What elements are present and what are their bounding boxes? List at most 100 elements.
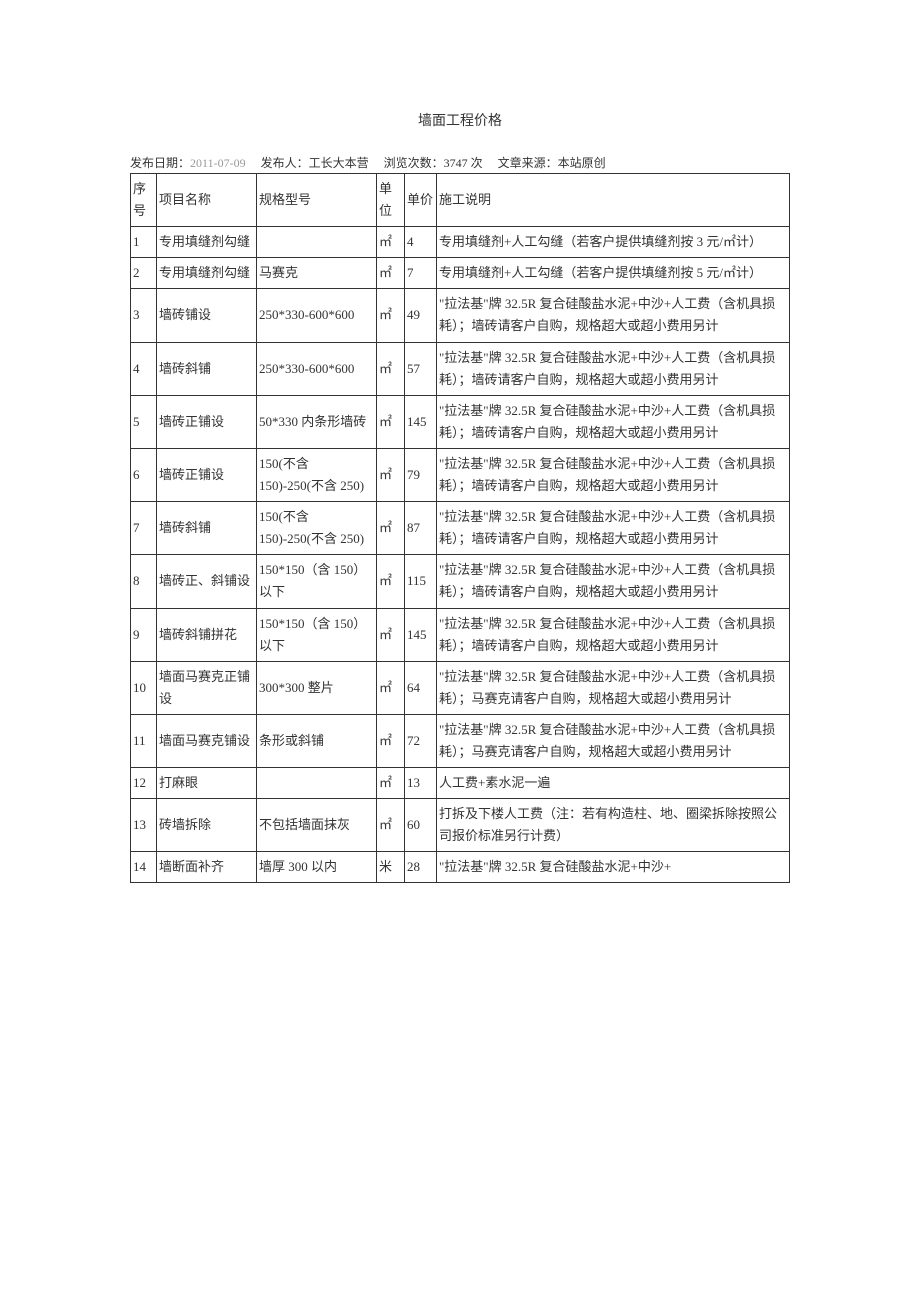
cell-seq: 13 (131, 799, 157, 852)
cell-seq: 12 (131, 768, 157, 799)
cell-unit: ㎡ (377, 502, 405, 555)
table-row: 14墙断面补齐墙厚 300 以内米28"拉法基"牌 32.5R 复合硅酸盐水泥+… (131, 852, 790, 883)
cell-name: 墙砖斜铺 (157, 342, 257, 395)
table-row: 1专用填缝剂勾缝 ㎡4专用填缝剂+人工勾缝（若客户提供填缝剂按 3 元/㎡计） (131, 227, 790, 258)
table-row: 13砖墙拆除不包括墙面抹灰㎡60打拆及下楼人工费（注：若有构造柱、地、圈梁拆除按… (131, 799, 790, 852)
table-row: 7墙砖斜铺150(不含 150)-250(不含 250)㎡87"拉法基"牌 32… (131, 502, 790, 555)
header-seq: 序号 (131, 174, 157, 227)
cell-name: 墙面马赛克铺设 (157, 714, 257, 767)
cell-spec (257, 768, 377, 799)
cell-spec: 墙厚 300 以内 (257, 852, 377, 883)
date-label: 发布日期： (130, 156, 190, 170)
table-header-row: 序号 项目名称 规格型号 单位 单价 施工说明 (131, 174, 790, 227)
page-title: 墙面工程价格 (130, 110, 790, 130)
cell-spec: 不包括墙面抹灰 (257, 799, 377, 852)
table-row: 9墙砖斜铺拼花150*150（含 150）以下㎡145"拉法基"牌 32.5R … (131, 608, 790, 661)
cell-seq: 11 (131, 714, 157, 767)
cell-price: 28 (405, 852, 437, 883)
cell-price: 87 (405, 502, 437, 555)
date-value: 2011-07-09 (190, 156, 246, 170)
table-row: 6墙砖正铺设150(不含 150)-250(不含 250)㎡79"拉法基"牌 3… (131, 448, 790, 501)
cell-price: 13 (405, 768, 437, 799)
cell-desc: "拉法基"牌 32.5R 复合硅酸盐水泥+中沙+人工费（含机具损耗）；墙砖请客户… (437, 342, 790, 395)
cell-unit: ㎡ (377, 661, 405, 714)
cell-desc: "拉法基"牌 32.5R 复合硅酸盐水泥+中沙+人工费（含机具损耗）；墙砖请客户… (437, 448, 790, 501)
cell-seq: 7 (131, 502, 157, 555)
cell-seq: 9 (131, 608, 157, 661)
cell-price: 57 (405, 342, 437, 395)
cell-name: 墙砖正、斜铺设 (157, 555, 257, 608)
meta-line: 发布日期：2011-07-09 发布人：工长大本营 浏览次数：3747 次 文章… (130, 154, 790, 171)
cell-desc: "拉法基"牌 32.5R 复合硅酸盐水泥+中沙+人工费（含机具损耗）；墙砖请客户… (437, 502, 790, 555)
cell-name: 墙面马赛克正铺设 (157, 661, 257, 714)
header-price: 单价 (405, 174, 437, 227)
cell-unit: ㎡ (377, 289, 405, 342)
cell-seq: 3 (131, 289, 157, 342)
table-row: 10墙面马赛克正铺设300*300 整片㎡64"拉法基"牌 32.5R 复合硅酸… (131, 661, 790, 714)
cell-desc: "拉法基"牌 32.5R 复合硅酸盐水泥+中沙+人工费（含机具损耗）；墙砖请客户… (437, 395, 790, 448)
cell-price: 4 (405, 227, 437, 258)
cell-seq: 1 (131, 227, 157, 258)
cell-price: 64 (405, 661, 437, 714)
cell-name: 墙砖斜铺拼花 (157, 608, 257, 661)
cell-unit: ㎡ (377, 448, 405, 501)
table-row: 2专用填缝剂勾缝马赛克㎡7专用填缝剂+人工勾缝（若客户提供填缝剂按 5 元/㎡计… (131, 258, 790, 289)
cell-name: 墙砖正铺设 (157, 395, 257, 448)
table-row: 12打麻眼㎡13人工费+素水泥一遍 (131, 768, 790, 799)
cell-seq: 14 (131, 852, 157, 883)
header-name: 项目名称 (157, 174, 257, 227)
cell-name: 砖墙拆除 (157, 799, 257, 852)
cell-unit: ㎡ (377, 768, 405, 799)
table-row: 5墙砖正铺设50*330 内条形墙砖㎡145"拉法基"牌 32.5R 复合硅酸盐… (131, 395, 790, 448)
cell-unit: 米 (377, 852, 405, 883)
cell-desc: 人工费+素水泥一遍 (437, 768, 790, 799)
cell-price: 49 (405, 289, 437, 342)
cell-seq: 5 (131, 395, 157, 448)
cell-desc: "拉法基"牌 32.5R 复合硅酸盐水泥+中沙+人工费（含机具损耗）；马赛克请客… (437, 661, 790, 714)
cell-price: 79 (405, 448, 437, 501)
cell-unit: ㎡ (377, 258, 405, 289)
views-value: 3747 次 (444, 156, 483, 170)
source-value: 本站原创 (558, 156, 606, 170)
table-row: 11墙面马赛克铺设条形或斜铺㎡72"拉法基"牌 32.5R 复合硅酸盐水泥+中沙… (131, 714, 790, 767)
cell-desc: "拉法基"牌 32.5R 复合硅酸盐水泥+中沙+人工费（含机具损耗）；墙砖请客户… (437, 289, 790, 342)
cell-spec: 50*330 内条形墙砖 (257, 395, 377, 448)
cell-seq: 4 (131, 342, 157, 395)
cell-price: 72 (405, 714, 437, 767)
cell-name: 墙砖斜铺 (157, 502, 257, 555)
source-label: 文章来源： (498, 156, 558, 170)
cell-desc: "拉法基"牌 32.5R 复合硅酸盐水泥+中沙+人工费（含机具损耗）；墙砖请客户… (437, 608, 790, 661)
cell-spec: 条形或斜铺 (257, 714, 377, 767)
header-unit: 单位 (377, 174, 405, 227)
cell-unit: ㎡ (377, 342, 405, 395)
cell-desc: 专用填缝剂+人工勾缝（若客户提供填缝剂按 3 元/㎡计） (437, 227, 790, 258)
publisher-label: 发布人： (261, 156, 309, 170)
cell-desc: "拉法基"牌 32.5R 复合硅酸盐水泥+中沙+ (437, 852, 790, 883)
cell-price: 7 (405, 258, 437, 289)
cell-spec: 150(不含 150)-250(不含 250) (257, 502, 377, 555)
cell-name: 专用填缝剂勾缝 (157, 258, 257, 289)
cell-unit: ㎡ (377, 555, 405, 608)
header-spec: 规格型号 (257, 174, 377, 227)
cell-unit: ㎡ (377, 227, 405, 258)
cell-spec: 150*150（含 150）以下 (257, 608, 377, 661)
views-label: 浏览次数： (384, 156, 444, 170)
cell-desc: 专用填缝剂+人工勾缝（若客户提供填缝剂按 5 元/㎡计） (437, 258, 790, 289)
cell-desc: 打拆及下楼人工费（注：若有构造柱、地、圈梁拆除按照公司报价标准另行计费） (437, 799, 790, 852)
cell-price: 115 (405, 555, 437, 608)
cell-name: 墙断面补齐 (157, 852, 257, 883)
cell-spec: 马赛克 (257, 258, 377, 289)
table-row: 4墙砖斜铺250*330-600*600㎡57"拉法基"牌 32.5R 复合硅酸… (131, 342, 790, 395)
cell-seq: 10 (131, 661, 157, 714)
cell-name: 墙砖铺设 (157, 289, 257, 342)
cell-unit: ㎡ (377, 395, 405, 448)
cell-seq: 6 (131, 448, 157, 501)
cell-name: 专用填缝剂勾缝 (157, 227, 257, 258)
header-desc: 施工说明 (437, 174, 790, 227)
cell-unit: ㎡ (377, 799, 405, 852)
cell-name: 墙砖正铺设 (157, 448, 257, 501)
cell-unit: ㎡ (377, 608, 405, 661)
table-row: 3墙砖铺设250*330-600*600㎡49"拉法基"牌 32.5R 复合硅酸… (131, 289, 790, 342)
cell-spec: 250*330-600*600 (257, 289, 377, 342)
cell-desc: "拉法基"牌 32.5R 复合硅酸盐水泥+中沙+人工费（含机具损耗）；马赛克请客… (437, 714, 790, 767)
